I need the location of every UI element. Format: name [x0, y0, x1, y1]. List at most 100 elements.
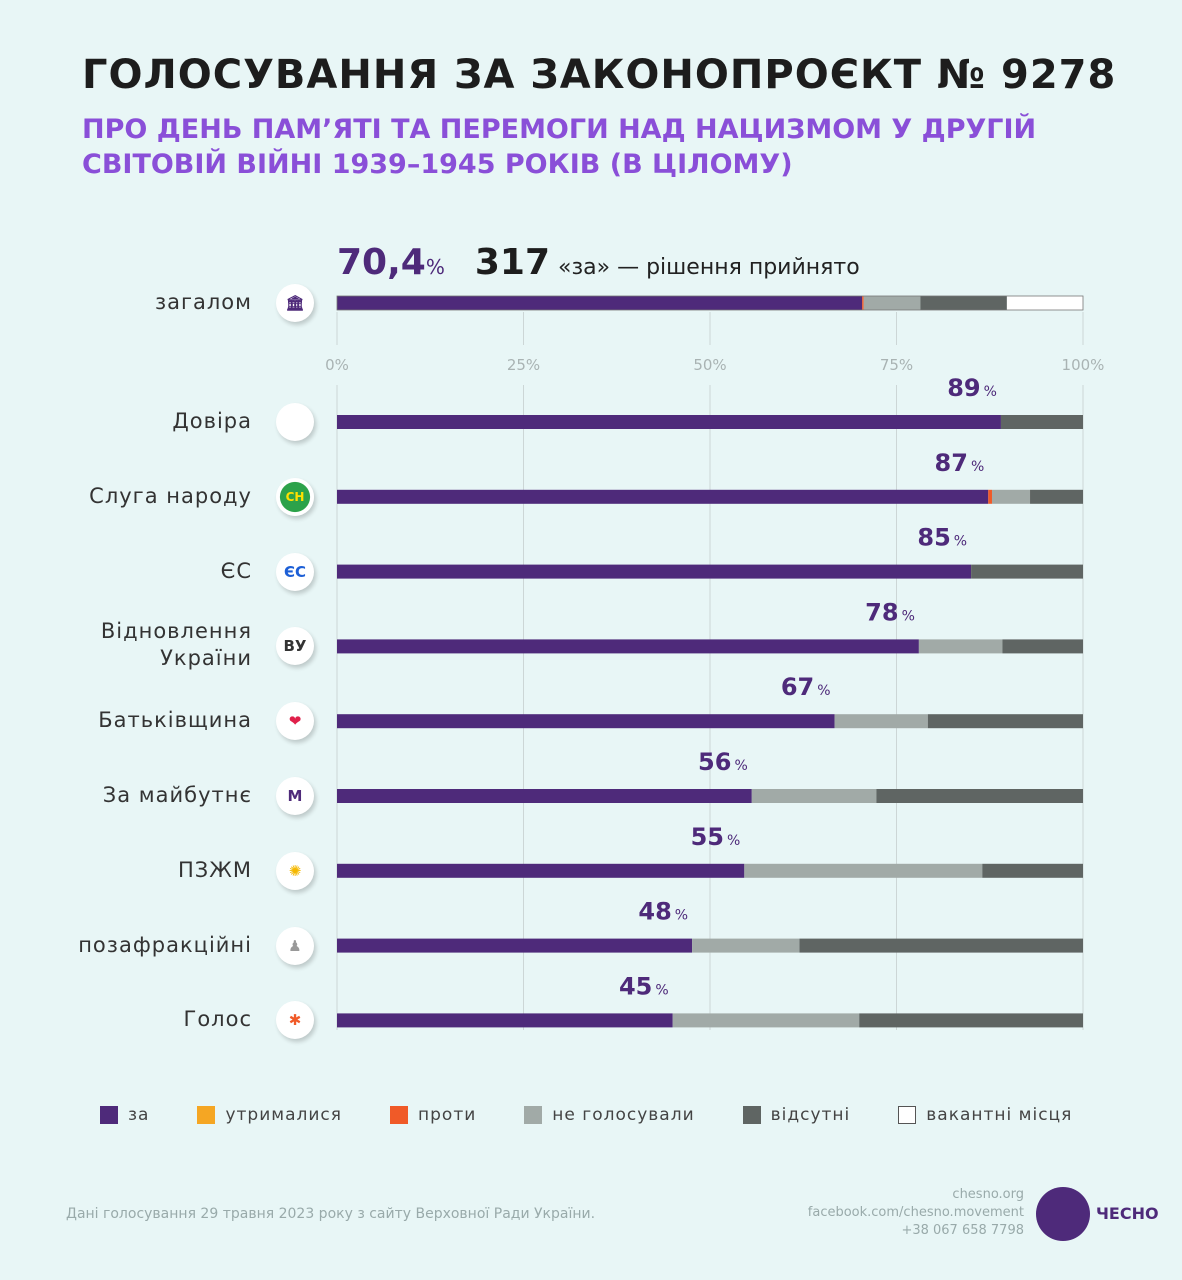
- legend-item: утрималися: [197, 1105, 342, 1125]
- party-bar-absent-segment: [1000, 415, 1083, 429]
- party-percent-label: 67%: [781, 673, 831, 701]
- za-maybutnie-logo: M: [276, 777, 314, 815]
- legend-item: за: [100, 1105, 149, 1125]
- page-title: ГОЛОСУВАННЯ ЗА ЗАКОНОПРОЄКТ № 9278: [82, 52, 1117, 98]
- party-bar-for-segment: [337, 489, 989, 504]
- party-bar-absent-segment: [982, 863, 1083, 878]
- person-icon: ♟: [276, 926, 314, 965]
- row-label-overall: загалом: [154, 290, 252, 314]
- row-label: ПЗЖМ: [178, 857, 252, 882]
- party-bar-not-voted-segment: [751, 789, 877, 803]
- parliament-icon: 🏛: [276, 284, 314, 322]
- party-bar-not-voted-segment: [918, 639, 1003, 654]
- sluha-narodu-logo: СН: [276, 477, 314, 516]
- brand-name: ЧЕСНО: [1096, 1204, 1159, 1223]
- x-tick-label: 0%: [325, 356, 349, 374]
- legend-item: вакантні місця: [898, 1105, 1072, 1125]
- row-label: Батьківщина: [98, 708, 252, 733]
- overall-bar-against-segment: [862, 296, 864, 310]
- row-label: позафракційні: [78, 932, 252, 957]
- row-label: Відновлення України: [100, 619, 252, 671]
- legend-label: проти: [418, 1105, 477, 1125]
- legend-label: утрималися: [225, 1105, 343, 1125]
- overall-percent: 70,4: [337, 242, 426, 283]
- x-tick-label: 25%: [507, 356, 540, 374]
- overall-bar-for-segment: [337, 296, 863, 310]
- party-bar-for-segment: [337, 639, 919, 654]
- party-percent-label: 45%: [619, 972, 669, 1000]
- legend-swatch: [390, 1106, 409, 1124]
- party-percent-label: 89%: [947, 374, 997, 402]
- party-bar-not-voted-segment: [692, 938, 800, 953]
- pzzhm-logo: ✺: [276, 851, 314, 890]
- overall-bar-outline: [336, 295, 1084, 311]
- party-bar-for-segment: [337, 1013, 673, 1028]
- legend-label: відсутні: [770, 1105, 851, 1125]
- legend-item: відсутні: [742, 1105, 851, 1125]
- x-tick-label: 50%: [693, 356, 726, 374]
- legend: за утрималися проти не голосували відсутні ва…: [100, 1105, 1120, 1125]
- row-label: Слуга народу: [89, 483, 252, 508]
- row-label: Голос: [183, 1007, 252, 1032]
- party-bar-absent-segment: [927, 714, 1083, 729]
- facebook-link[interactable]: facebook.com/chesno.movement: [807, 1205, 1024, 1220]
- overall-bar-not-voted-segment: [863, 296, 921, 310]
- legend-label: за: [128, 1105, 150, 1125]
- heart-icon: ❤: [276, 702, 314, 741]
- source-note: Дані голосування 29 травня 2023 року з с…: [66, 1206, 596, 1222]
- party-bar-absent-segment: [1030, 489, 1083, 504]
- legend-swatch: [524, 1106, 543, 1124]
- chesno-logo-icon: [1036, 1187, 1090, 1241]
- overall-count-text: «за» — рішення прийнято: [558, 255, 860, 280]
- legend-swatch: [742, 1106, 761, 1124]
- party-percent-label: 87%: [935, 449, 985, 477]
- party-bar-not-voted-segment: [834, 714, 928, 729]
- party-bar-absent-segment: [876, 789, 1083, 803]
- chart-svg: 0% 25% 50% 75% 100% 89 % 87 % 85 % 78 % 67 % 56 % 55 % 48 % 4…: [325, 295, 1105, 1030]
- overall-bar-absent-segment: [920, 296, 1007, 310]
- party-bar-absent-segment: [859, 1013, 1083, 1028]
- contacts: chesno.org facebook.com/chesno.movement …: [808, 1186, 1024, 1240]
- phone: +38 067 658 7798: [901, 1223, 1024, 1238]
- party-bar-not-voted-segment: [744, 863, 983, 878]
- party-percent-label: 48%: [638, 898, 688, 926]
- overall-count: 317: [474, 242, 550, 283]
- party-bar-absent-segment: [1002, 639, 1083, 654]
- legend-label: не голосували: [552, 1105, 695, 1125]
- site-link[interactable]: chesno.org: [952, 1187, 1024, 1202]
- party-bar-for-segment: [337, 938, 693, 953]
- party-bar-for-segment: [337, 789, 752, 803]
- overall-percent-sign: %: [425, 255, 445, 279]
- row-label: ЄС: [220, 558, 252, 583]
- party-bar-for-segment: [337, 564, 972, 579]
- party-bar-for-segment: [337, 714, 835, 729]
- party-bar-absent-segment: [971, 564, 1083, 579]
- x-tick-label: 75%: [880, 356, 913, 374]
- legend-item: проти: [390, 1105, 476, 1125]
- overall-summary: 70,4% 317 «за» — рішення прийнято: [337, 242, 860, 283]
- legend-swatch: [197, 1106, 216, 1124]
- page-subtitle: ПРО ДЕНЬ ПАМ’ЯТІ ТА ПЕРЕМОГИ НАД НАЦИЗМО…: [82, 114, 1037, 180]
- party-percent-label: 55%: [691, 823, 741, 851]
- overall-bar-vacant-segment: [1006, 296, 1083, 310]
- party-bar-not-voted-segment: [991, 489, 1031, 504]
- legend-item: не голосували: [524, 1105, 694, 1125]
- row-label: Довіра: [172, 409, 252, 433]
- party-bar-for-segment: [337, 415, 1001, 429]
- yes-logo: ЄС: [276, 552, 314, 591]
- party-percent-label: 56%: [698, 748, 748, 776]
- party-percent-label: 85%: [917, 524, 967, 552]
- party-bar-not-voted-segment: [672, 1013, 860, 1028]
- party-bar-against-segment: [988, 489, 992, 504]
- dovira-logo: [276, 403, 314, 441]
- legend-swatch: [100, 1106, 118, 1124]
- row-label: За майбутнє: [102, 783, 252, 807]
- party-bar-for-segment: [337, 863, 745, 878]
- x-tick-label: 100%: [1062, 356, 1105, 374]
- party-percent-label: 78%: [865, 598, 915, 626]
- legend-swatch: [898, 1106, 917, 1124]
- holos-logo: ✱: [276, 1001, 314, 1040]
- legend-label: вакантні місця: [926, 1105, 1073, 1125]
- party-bar-absent-segment: [799, 938, 1083, 953]
